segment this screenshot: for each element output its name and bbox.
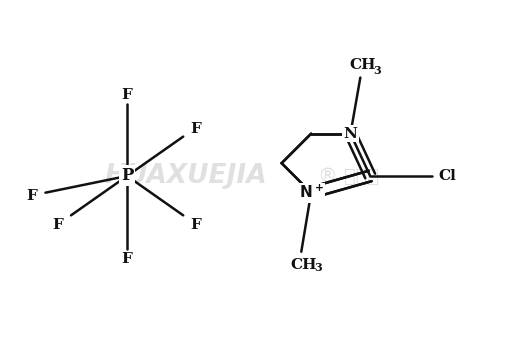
Text: 3: 3 [373, 65, 381, 76]
Text: F: F [122, 252, 132, 266]
Text: P: P [121, 167, 133, 184]
Text: N: N [344, 127, 357, 141]
Text: CH: CH [349, 58, 375, 72]
Text: HUAXUEJIA: HUAXUEJIA [105, 163, 267, 189]
Text: Cl: Cl [438, 169, 456, 183]
Text: F: F [52, 218, 63, 232]
Text: 3: 3 [314, 262, 322, 272]
Text: ® 化学加: ® 化学加 [318, 166, 379, 185]
Text: F: F [122, 88, 132, 102]
Text: $\mathbf{N^+}$: $\mathbf{N^+}$ [299, 184, 323, 201]
Text: F: F [191, 122, 201, 136]
Text: CH: CH [290, 258, 317, 272]
Text: F: F [191, 218, 201, 232]
Text: F: F [26, 189, 37, 203]
